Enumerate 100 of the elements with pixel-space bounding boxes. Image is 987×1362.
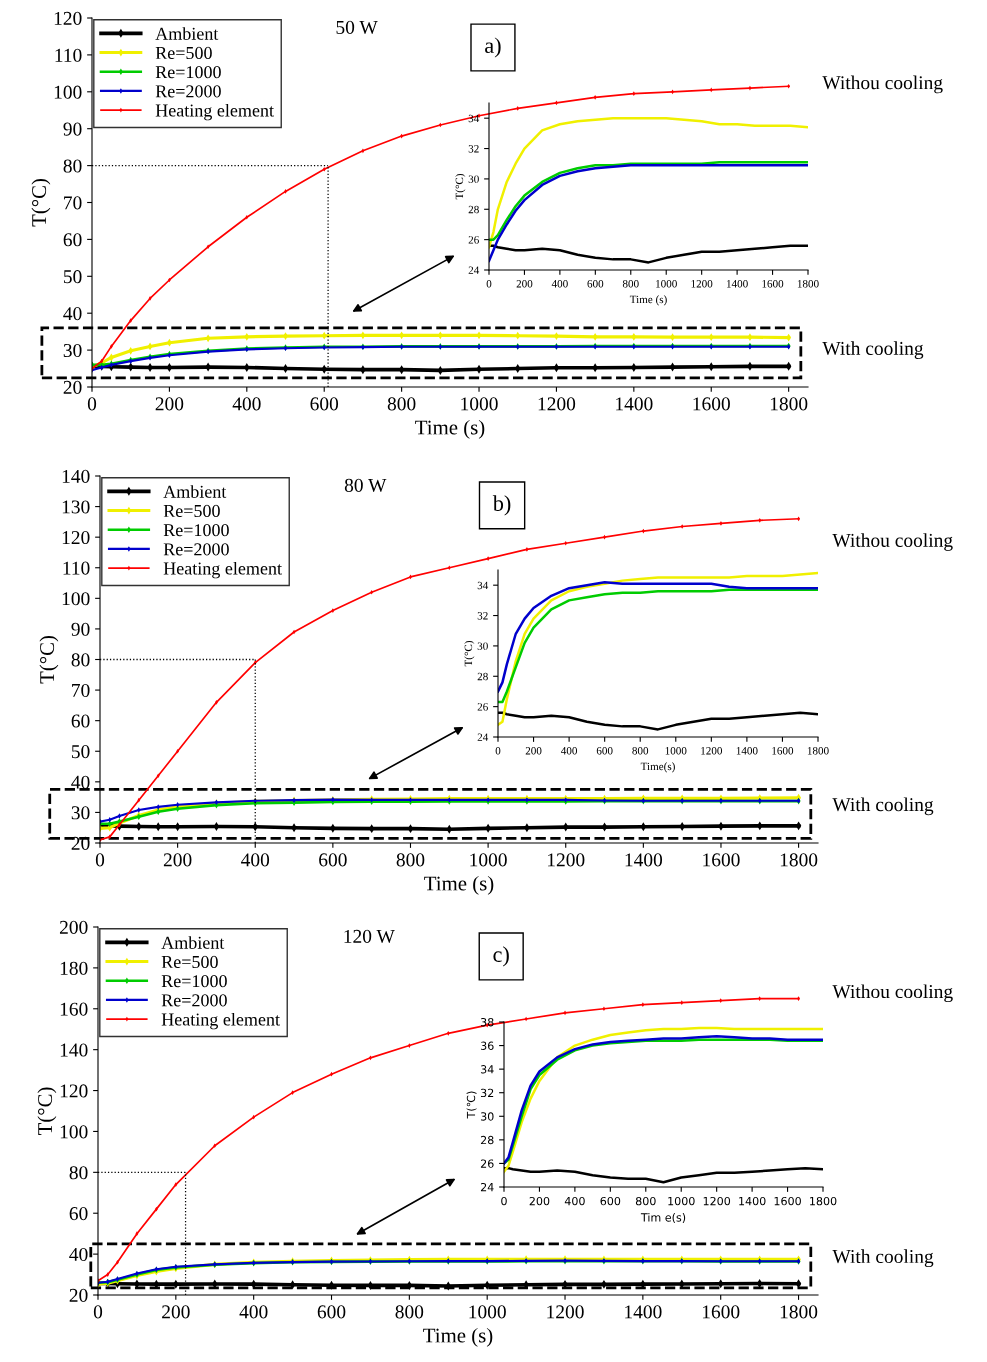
y-tick-label: 120: [62, 530, 90, 545]
x-tick-label: 1400: [726, 280, 748, 288]
x-tick-label: 600: [319, 853, 347, 867]
x-tick-label: 600: [596, 747, 613, 755]
y-tick-label: 28: [477, 672, 488, 681]
y-tick-label: 24: [477, 733, 489, 741]
x-tick-label: 0: [93, 1305, 103, 1319]
legend-label: Re=1000: [155, 66, 221, 79]
y-tick-label: 30: [477, 642, 488, 650]
x-tick-label: 1600: [702, 1305, 740, 1319]
y-axis-title: T(°C): [455, 173, 466, 200]
y-tick-label: 100: [62, 592, 90, 606]
x-tick-label: 1000: [461, 397, 498, 411]
y-tick-label: 80: [63, 159, 82, 173]
x-tick-label: 1600: [703, 853, 740, 867]
x-tick-label: 400: [239, 1305, 268, 1319]
y-tick-label: 50: [63, 270, 82, 284]
y-tick-label: 24: [480, 1182, 494, 1192]
y-tick-label: 110: [55, 48, 82, 62]
y-tick-label: 200: [59, 920, 88, 934]
x-tick-label: 800: [396, 853, 425, 867]
y-tick-label: 28: [480, 1135, 494, 1145]
legend-label: Re=1000: [161, 975, 227, 988]
annotation: 80 W: [344, 478, 387, 492]
x-tick-label: 400: [241, 853, 270, 867]
x-tick-label: 1800: [797, 280, 819, 288]
y-tick-label: 30: [480, 1112, 494, 1121]
legend-label: Ambient: [161, 936, 225, 949]
y-tick-label: 100: [54, 85, 82, 99]
annotation: 120 W: [344, 929, 395, 944]
y-tick-label: 30: [468, 175, 479, 183]
x-axis-title: Time (s): [423, 1327, 493, 1347]
x-tick-label: 1800: [780, 853, 818, 867]
y-tick-label: 30: [63, 343, 82, 358]
x-tick-label: 1000: [469, 1305, 506, 1319]
y-tick-label: 36: [480, 1041, 494, 1050]
annotation: c): [493, 946, 509, 967]
x-tick-label: 1200: [703, 1196, 731, 1206]
x-tick-label: 1000: [656, 280, 677, 288]
y-tick-label: 80: [71, 653, 90, 667]
legend-label: Re=2000: [163, 543, 229, 556]
x-tick-label: 0: [495, 747, 501, 755]
y-tick-label: 60: [69, 1207, 88, 1221]
legend-label: Ambient: [163, 485, 227, 498]
legend-label: Re=500: [163, 504, 220, 518]
legend-label: Ambient: [155, 27, 219, 40]
y-tick-label: 120: [54, 11, 82, 25]
y-axis-title: T(°C): [39, 636, 59, 684]
x-tick-label: 0: [95, 853, 105, 867]
x-tick-label: 800: [395, 1305, 424, 1319]
legend-label: Re=500: [155, 46, 212, 60]
y-tick-label: 80: [69, 1166, 88, 1180]
x-tick-label: 0: [501, 1196, 507, 1206]
x-tick-label: 0: [87, 397, 97, 411]
y-tick-label: 120: [60, 1084, 88, 1098]
x-tick-label: 1800: [780, 1305, 818, 1319]
y-tick-label: 30: [71, 806, 90, 820]
x-tick-label: 600: [310, 397, 339, 411]
legend-label: Heating element: [161, 1012, 280, 1030]
x-tick-label: 1000: [665, 747, 687, 755]
x-tick-label: 400: [551, 280, 568, 288]
x-tick-label: 800: [632, 747, 649, 755]
text: Withou cooling: [832, 984, 953, 1003]
x-tick-label: 200: [525, 747, 542, 755]
y-tick-label: 40: [71, 775, 90, 789]
y-axis-title: T(°C): [31, 179, 51, 227]
legend-label: Re=2000: [155, 85, 221, 98]
legend-label: Re=500: [161, 955, 218, 969]
x-tick-label: 1800: [810, 1196, 837, 1206]
y-tick-label: 32: [468, 145, 479, 153]
legend-label: Re=2000: [161, 994, 227, 1007]
y-tick-label: 40: [69, 1247, 88, 1262]
y-tick-label: 180: [60, 961, 88, 975]
x-axis-title: Time(s): [640, 762, 675, 773]
y-tick-label: 60: [71, 714, 90, 728]
y-tick-label: 32: [480, 1088, 494, 1098]
y-tick-label: 26: [468, 236, 479, 244]
annotation: a): [485, 37, 501, 58]
x-tick-label: 1000: [668, 1196, 695, 1206]
y-tick-label: 160: [60, 1002, 88, 1016]
legend-label: Re=1000: [163, 524, 229, 537]
x-tick-label: 1600: [762, 280, 784, 288]
y-tick-label: 34: [477, 581, 489, 590]
text: With cooling: [832, 797, 934, 816]
y-tick-label: 50: [71, 745, 90, 759]
y-tick-label: 70: [64, 196, 82, 210]
x-axis-title: Tim e(s): [640, 1213, 686, 1223]
y-tick-label: 130: [62, 500, 90, 514]
y-tick-label: 26: [480, 1159, 494, 1168]
x-tick-label: 400: [560, 747, 578, 755]
y-tick-label: 90: [71, 622, 90, 636]
x-tick-label: 1200: [691, 280, 713, 288]
y-axis-title: T(°C): [464, 640, 475, 667]
y-tick-label: 60: [63, 233, 82, 247]
x-tick-label: 1600: [772, 747, 794, 755]
x-tick-label: 1000: [470, 853, 507, 867]
y-tick-label: 20: [63, 380, 82, 394]
x-tick-label: 1400: [616, 397, 653, 411]
x-tick-label: 1800: [770, 397, 808, 411]
legend-label: Heating element: [163, 561, 282, 579]
